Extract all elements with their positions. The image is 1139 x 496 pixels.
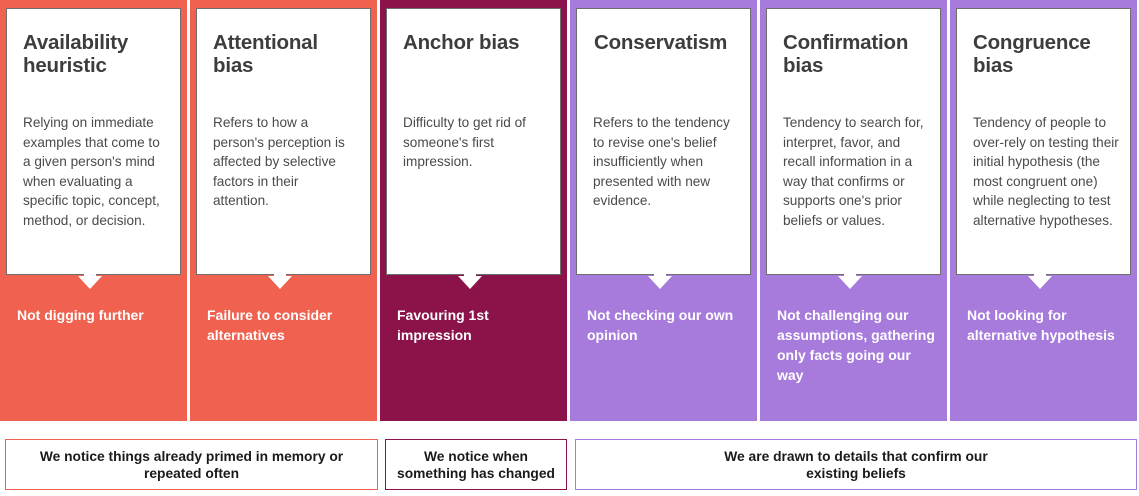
column-anchor-bias: Anchor bias Difficulty to get rid of som… [380, 0, 567, 421]
bias-title: Anchor bias [403, 31, 520, 54]
bias-outcome: Not looking for alternative hypothesis [967, 307, 1115, 343]
group-label-memory: We notice things already primed in memor… [5, 439, 378, 490]
bias-card: Attentional bias Refers to how a person'… [196, 8, 371, 275]
down-arrow-icon [458, 276, 482, 289]
bias-description: Refers to the tendency to revise one's b… [593, 115, 730, 209]
bias-outcome: Favouring 1st impression [397, 307, 489, 343]
down-arrow-icon [78, 276, 102, 289]
column-attentional-bias: Attentional bias Refers to how a person'… [190, 0, 377, 421]
bias-card: Availability heuristic Relying on immedi… [6, 8, 181, 275]
group-label-text: We are drawn to details that confirm our… [724, 448, 988, 481]
bias-outcome: Not checking our own opinion [587, 307, 734, 343]
group-label-beliefs: We are drawn to details that confirm our… [575, 439, 1137, 490]
down-arrow-icon [838, 276, 862, 289]
bias-outcome: Failure to consider alternatives [207, 307, 333, 343]
bias-card: Congruence bias Tendency of people to ov… [956, 8, 1131, 275]
group-label-text: We notice things already primed in memor… [39, 448, 344, 481]
down-arrow-icon [268, 276, 292, 289]
bias-outcome: Not challenging our assumptions, gatheri… [777, 307, 935, 383]
down-arrow-icon [648, 276, 672, 289]
column-availability-heuristic: Availability heuristic Relying on immedi… [0, 0, 187, 421]
bias-description: Relying on immediate examples that come … [23, 115, 160, 228]
bias-description: Difficulty to get rid of someone's first… [403, 115, 526, 170]
group-label-change: We notice when something has changed [385, 439, 567, 490]
bias-card: Confirmation bias Tendency to search for… [766, 8, 941, 275]
column-conservatism: Conservatism Refers to the tendency to r… [570, 0, 757, 421]
bias-card: Anchor bias Difficulty to get rid of som… [386, 8, 561, 275]
bias-outcome: Not digging further [17, 307, 144, 323]
bias-title: Attentional bias [213, 31, 318, 77]
bias-description: Tendency to search for, interpret, favor… [783, 115, 924, 228]
bias-title: Congruence bias [973, 31, 1091, 77]
group-label-text: We notice when something has changed [397, 448, 555, 481]
column-congruence-bias: Congruence bias Tendency of people to ov… [950, 0, 1137, 421]
bias-title: Confirmation bias [783, 31, 909, 77]
bias-description: Tendency of people to over-rely on testi… [973, 115, 1119, 228]
column-confirmation-bias: Confirmation bias Tendency to search for… [760, 0, 947, 421]
bias-title: Conservatism [594, 31, 728, 54]
bias-card: Conservatism Refers to the tendency to r… [576, 8, 751, 275]
bias-title: Availability heuristic [23, 31, 129, 77]
bias-description: Refers to how a person's perception is a… [213, 115, 345, 209]
down-arrow-icon [1028, 276, 1052, 289]
